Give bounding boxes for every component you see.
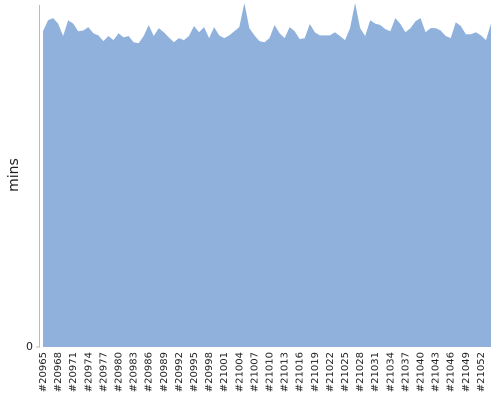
y-axis-label: mins: [6, 158, 22, 192]
area: [43, 3, 491, 347]
x-tick-label: #21043: [431, 352, 442, 392]
x-tick-label: #21028: [355, 352, 366, 392]
x-tick-label: #21046: [446, 352, 457, 392]
x-tick-label: #21016: [295, 352, 306, 392]
x-tick-label: #20995: [189, 352, 200, 392]
x-tick-label: #21025: [340, 352, 351, 392]
x-tick-label: #20998: [204, 352, 215, 392]
x-tick-label: #21040: [416, 352, 427, 392]
x-tick-label: #20992: [174, 352, 185, 392]
x-tick-label: #20974: [83, 352, 94, 392]
x-tick-label: #20983: [129, 352, 140, 392]
x-tick-label: #21031: [370, 352, 381, 392]
x-tick-label: #21049: [461, 352, 472, 392]
x-tick-label: #21022: [325, 352, 336, 392]
x-tick-label: #21013: [280, 352, 291, 392]
x-tick-label: #21019: [310, 352, 321, 392]
x-tick-label: #20977: [98, 352, 109, 392]
x-tick-label: #20986: [144, 352, 155, 392]
x-tick-label: #21052: [476, 352, 487, 392]
x-tick-label: #21037: [400, 352, 411, 392]
y-tick-label: 0: [26, 340, 33, 353]
x-tick-label: #21034: [385, 352, 396, 392]
x-tick-label: #21010: [265, 352, 276, 392]
x-tick-label: #20989: [159, 352, 170, 392]
x-tick-label: #21001: [219, 352, 230, 392]
x-tick-label: #20968: [53, 352, 64, 392]
x-tick-label: #20980: [114, 352, 125, 392]
x-tick-label: #21007: [249, 352, 260, 392]
x-tick-label: #20971: [68, 352, 79, 392]
x-tick-label: #20965: [38, 352, 49, 392]
x-tick-label: #21004: [234, 352, 245, 392]
